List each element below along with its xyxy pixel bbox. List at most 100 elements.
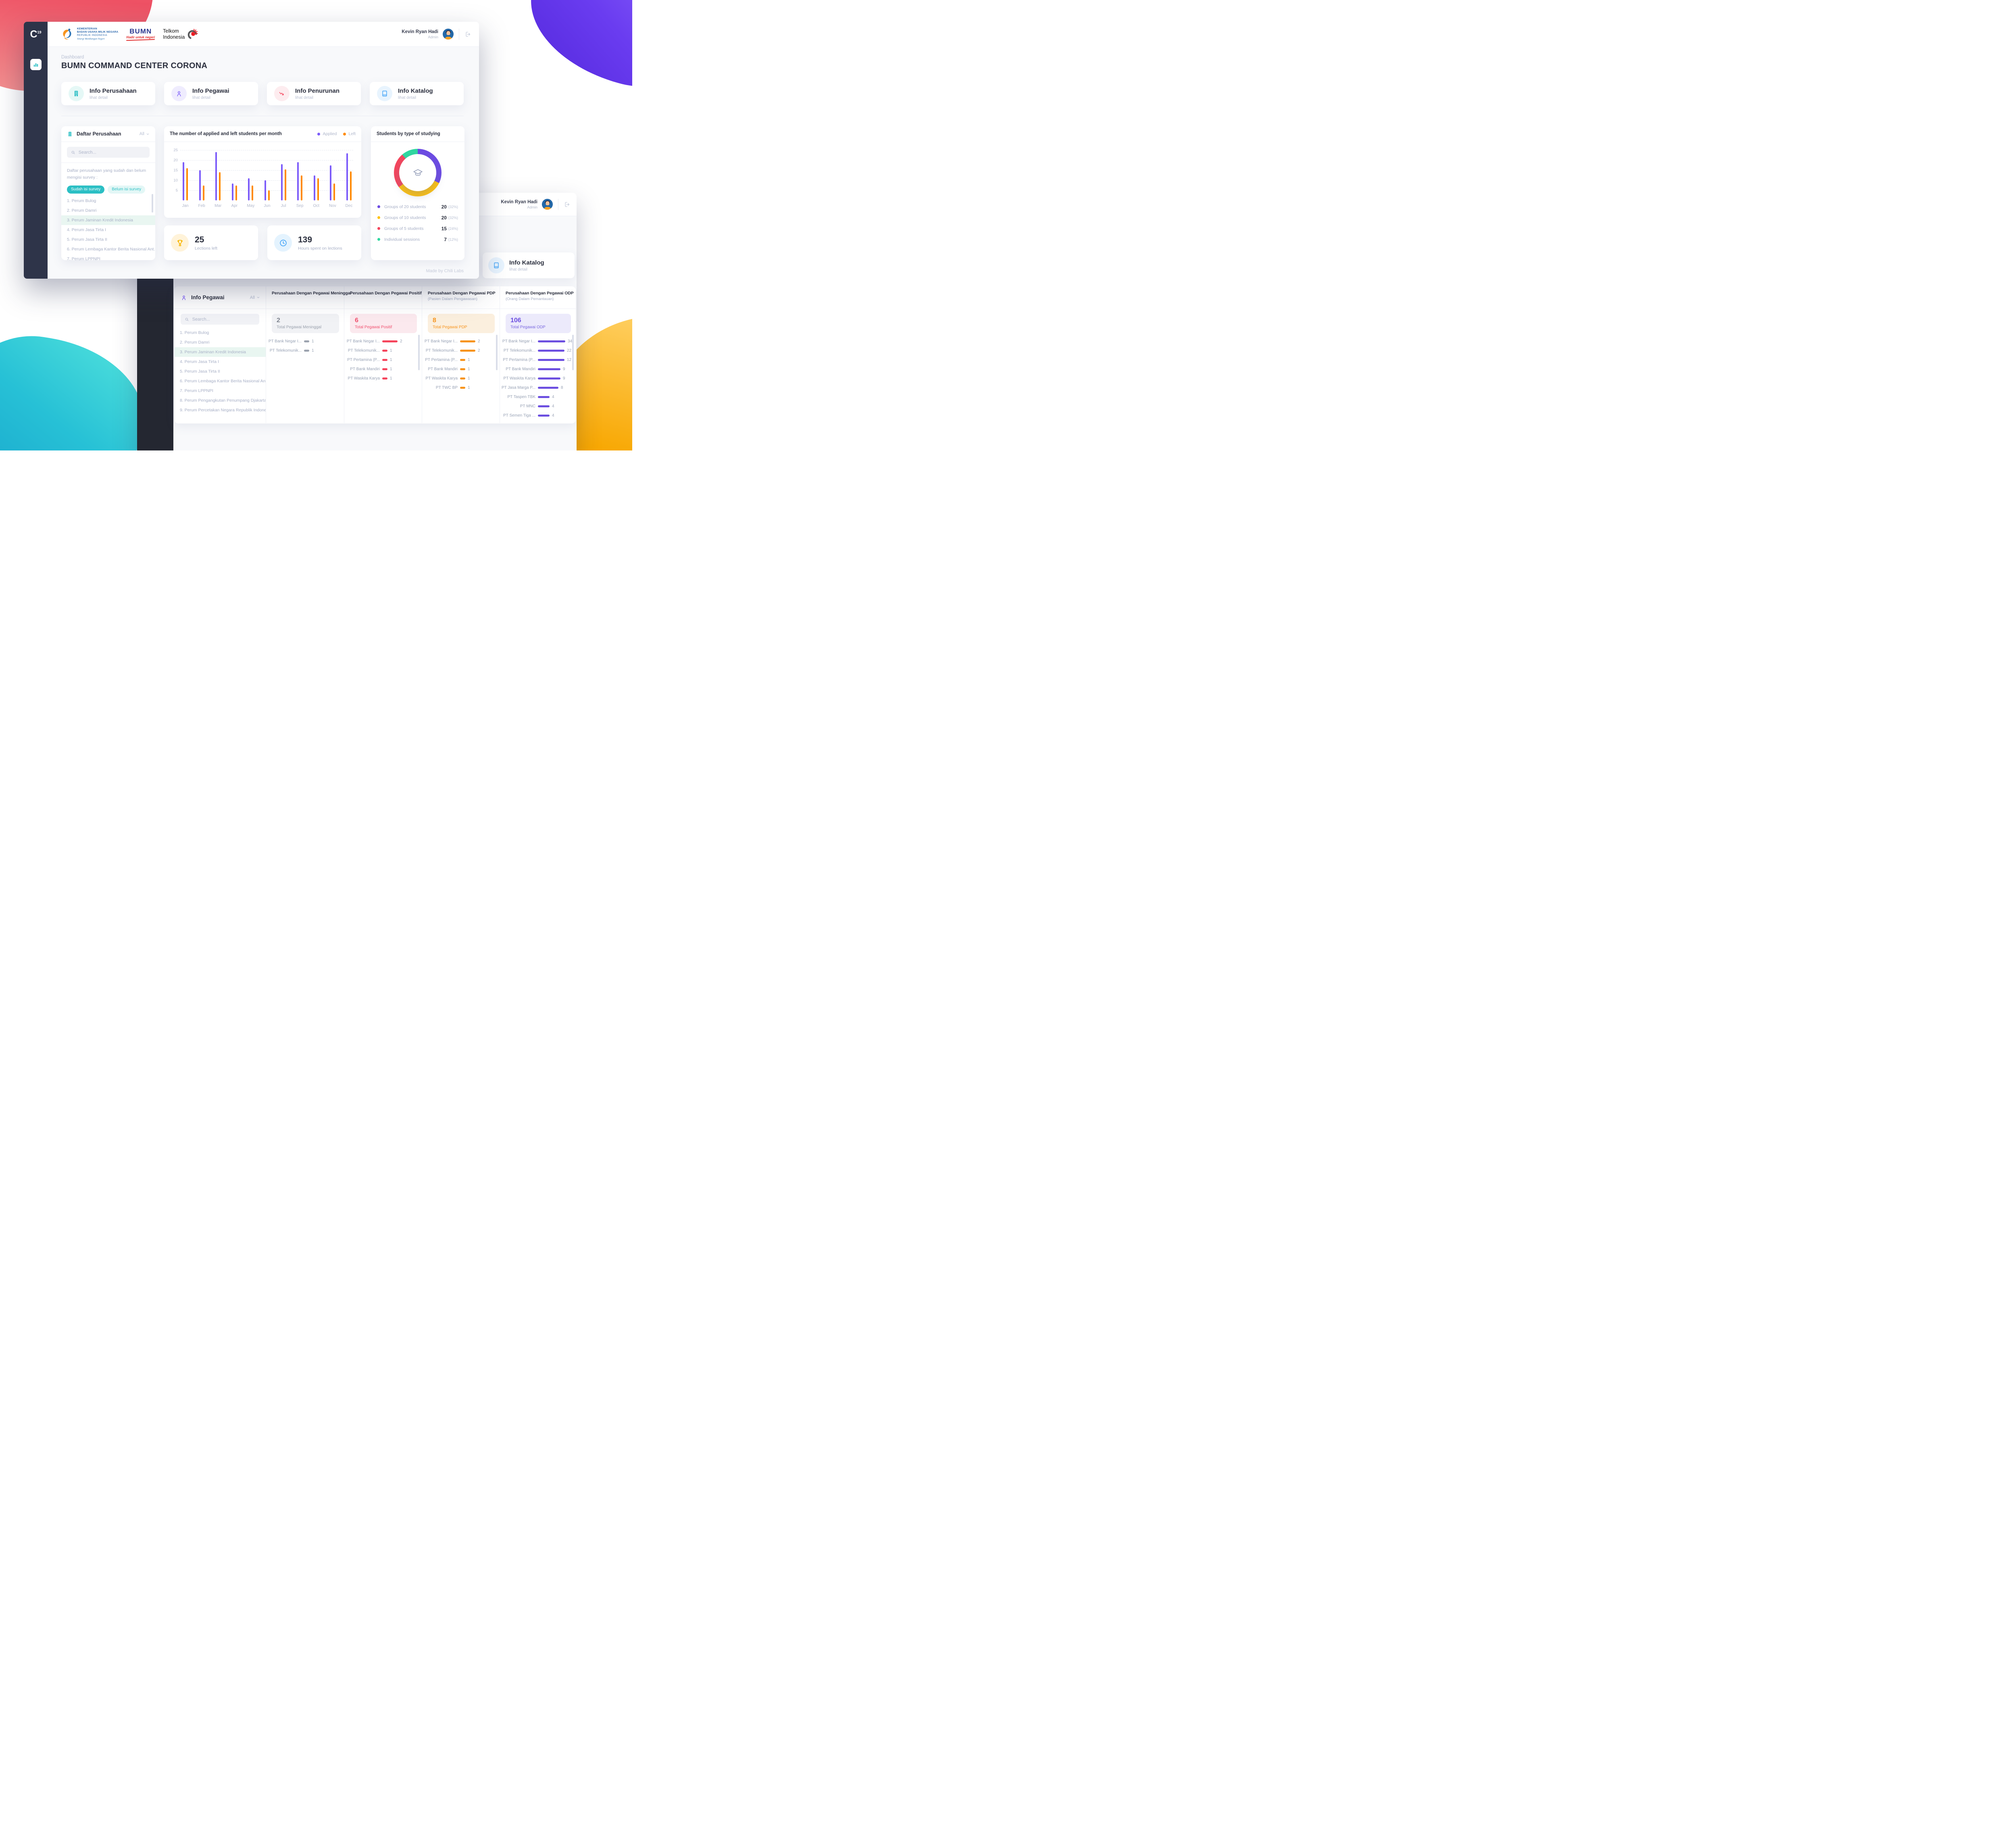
company-stat-row: PT TWC BP 1 bbox=[422, 383, 500, 392]
info-katalog-card[interactable]: Info Katalog lihat detail bbox=[483, 252, 575, 278]
company-stat-row: PT Pertamina (P... 1 bbox=[422, 355, 500, 365]
avatar[interactable] bbox=[443, 29, 454, 40]
company-name: PT Bank Mandiri bbox=[350, 367, 380, 371]
total-stat-box: 2 Total Pegawai Meninggal bbox=[272, 314, 339, 333]
value-label: 2 bbox=[478, 348, 480, 353]
company-item[interactable]: 4. Perum Jasa Tirta I bbox=[180, 359, 219, 364]
legend-dot bbox=[377, 205, 380, 208]
c19-logo[interactable]: C 19 bbox=[30, 28, 42, 40]
total-value: 106 bbox=[510, 317, 521, 324]
column-header-positif: Perusahaan Dengan Pegawai Positif bbox=[344, 286, 422, 309]
scrollbar[interactable] bbox=[572, 335, 574, 370]
hours-spent-card: 139 Hours spent on lections bbox=[267, 225, 361, 260]
card-title: Info Katalog bbox=[509, 259, 544, 266]
avatar[interactable] bbox=[542, 199, 553, 210]
gridline bbox=[180, 160, 353, 161]
total-label: Total Pegawai Meninggal bbox=[277, 325, 322, 329]
page: Kevin Ryan Hadi Admin Info Katalog lihat… bbox=[0, 0, 632, 450]
scrollbar[interactable] bbox=[152, 194, 153, 213]
value-label: 1 bbox=[390, 376, 392, 381]
company-name: PT Bank Mandiri bbox=[428, 367, 458, 371]
info-card-pegawai[interactable]: Info Pegawai lihat detail bbox=[164, 82, 258, 105]
value-bar bbox=[538, 368, 560, 370]
bar-applied bbox=[297, 162, 299, 200]
filter-dropdown[interactable]: All bbox=[140, 131, 150, 136]
filter-dropdown[interactable]: All bbox=[250, 295, 260, 300]
legend-value: 20 bbox=[441, 215, 447, 221]
bar-left bbox=[284, 169, 286, 200]
company-item[interactable]: 7. Perum LPPNPI bbox=[180, 388, 213, 393]
company-item[interactable]: 7. Perum LPPNPI bbox=[67, 256, 100, 261]
total-stat-box: 8 Total Pegawai PDP bbox=[428, 314, 495, 333]
daftar-perusahaan-panel: Daftar Perusahaan All Daftar perusahaan … bbox=[61, 126, 155, 261]
chevron-down-icon bbox=[256, 296, 260, 299]
company-stat-row: PT Bank Negar I... 2 bbox=[344, 337, 422, 346]
x-axis-label: Jun bbox=[264, 204, 271, 208]
company-item[interactable]: 3. Perum Jaminan Kredit Indonesia bbox=[61, 215, 155, 225]
company-name: PT Bank Negar I... bbox=[424, 339, 458, 344]
bar-applied bbox=[264, 180, 266, 200]
donut-legend-row: Individual sessions 7 (12%) bbox=[371, 234, 464, 245]
company-item[interactable]: 5. Perum Jasa Tirta II bbox=[67, 237, 107, 242]
value-bar bbox=[538, 359, 564, 361]
filter-chip-belum[interactable]: Belum isi survey bbox=[108, 185, 146, 194]
window1-header: KEMENTERIAN BADAN USAHA MILIK NEGARA REP… bbox=[48, 22, 479, 47]
search-input[interactable] bbox=[181, 314, 259, 325]
user-role: Admin bbox=[527, 205, 537, 209]
info-card-perusahaan[interactable]: Info Perusahaan lihat detail bbox=[61, 82, 155, 105]
legend-percent: (32%) bbox=[448, 215, 458, 220]
company-item[interactable]: 2. Perum Damri bbox=[67, 208, 97, 213]
y-axis-tick: 15 bbox=[173, 168, 178, 173]
value-bar bbox=[538, 387, 558, 389]
company-name: PT Bank Negar I... bbox=[502, 339, 535, 344]
donut-legend: Groups of 20 students 20 (32%) Groups of 10… bbox=[371, 201, 464, 245]
company-name: PT Telekomunik... bbox=[348, 348, 380, 353]
company-name: PT Bank Negar I... bbox=[268, 339, 302, 344]
sidebar-item-dashboard[interactable] bbox=[30, 59, 42, 70]
value-bar bbox=[382, 368, 387, 370]
user-menu[interactable]: Kevin Ryan Hadi Admin bbox=[402, 29, 454, 40]
info-card-katalog[interactable]: Info Katalog lihat detail bbox=[370, 82, 464, 105]
company-stat-row: PT Waskita Karya 9 bbox=[500, 374, 576, 383]
info-card-penurunan[interactable]: Info Penurunan lihat detail bbox=[267, 82, 361, 105]
filter-chip-sudah[interactable]: Sudah isi survey bbox=[67, 185, 105, 194]
user-menu[interactable]: Kevin Ryan Hadi Admin bbox=[501, 199, 553, 210]
company-stat-row: PT Telekomunik... 1 bbox=[344, 346, 422, 355]
company-item[interactable]: 1. Perum Bulog bbox=[67, 198, 96, 203]
company-item[interactable]: 4. Perum Jasa Tirta I bbox=[67, 227, 106, 232]
logout-icon[interactable] bbox=[464, 31, 471, 38]
company-stat-row: PT Semen Tiga ... 4 bbox=[500, 411, 576, 420]
company-item[interactable]: 6. Perum Lembaga Kantor Berita Nasional … bbox=[180, 379, 266, 384]
search-icon bbox=[185, 317, 189, 322]
card-subtitle: lihat detail bbox=[509, 267, 528, 272]
legend-percent: (32%) bbox=[448, 204, 458, 209]
x-axis-label: Mar bbox=[215, 204, 222, 208]
company-item[interactable]: 6. Perum Lembaga Kantor Berita Nasional … bbox=[67, 246, 155, 252]
company-stat-row: PT Bank Negar I... 2 bbox=[422, 337, 500, 346]
total-label: Total Pegawai ODP bbox=[510, 325, 546, 329]
value-label: 4 bbox=[552, 395, 554, 399]
company-item[interactable]: 9. Perum Percetakan Negara Republik Indo… bbox=[180, 408, 266, 413]
company-item[interactable]: 5. Perum Jasa Tirta II bbox=[180, 369, 220, 374]
company-name: PT Jasa Marga P... bbox=[502, 386, 535, 390]
company-stat-row: PT Pertamina (P... 12 bbox=[500, 355, 576, 365]
company-item[interactable]: 8. Perum Pengangkutan Penumpang Djakarta bbox=[180, 398, 266, 403]
logout-icon[interactable] bbox=[564, 201, 570, 208]
person-icon bbox=[175, 90, 183, 97]
company-item[interactable]: 3. Perum Jaminan Kredit Indonesia bbox=[174, 347, 266, 357]
legend-dot bbox=[377, 216, 380, 219]
info-pegawai-panel: Info Pegawai All Perusahaan Dengan Pegaw… bbox=[174, 286, 576, 423]
company-stat-row: PT Bank Mandiri 9 bbox=[500, 365, 576, 374]
value-label: 4 bbox=[552, 404, 554, 409]
scrollbar[interactable] bbox=[418, 335, 420, 370]
trophy-icon-circle bbox=[171, 234, 189, 252]
bar-applied bbox=[313, 175, 315, 200]
kementerian-swirl-icon bbox=[61, 27, 75, 41]
y-axis-tick: 25 bbox=[173, 148, 178, 152]
legend-dot bbox=[377, 238, 380, 241]
scrollbar[interactable] bbox=[496, 335, 498, 370]
bar-group: Dec bbox=[346, 150, 352, 208]
company-item[interactable]: 2. Perum Damri bbox=[180, 340, 210, 345]
company-item[interactable]: 1. Perum Bulog bbox=[180, 330, 209, 335]
search-input[interactable] bbox=[67, 147, 150, 158]
